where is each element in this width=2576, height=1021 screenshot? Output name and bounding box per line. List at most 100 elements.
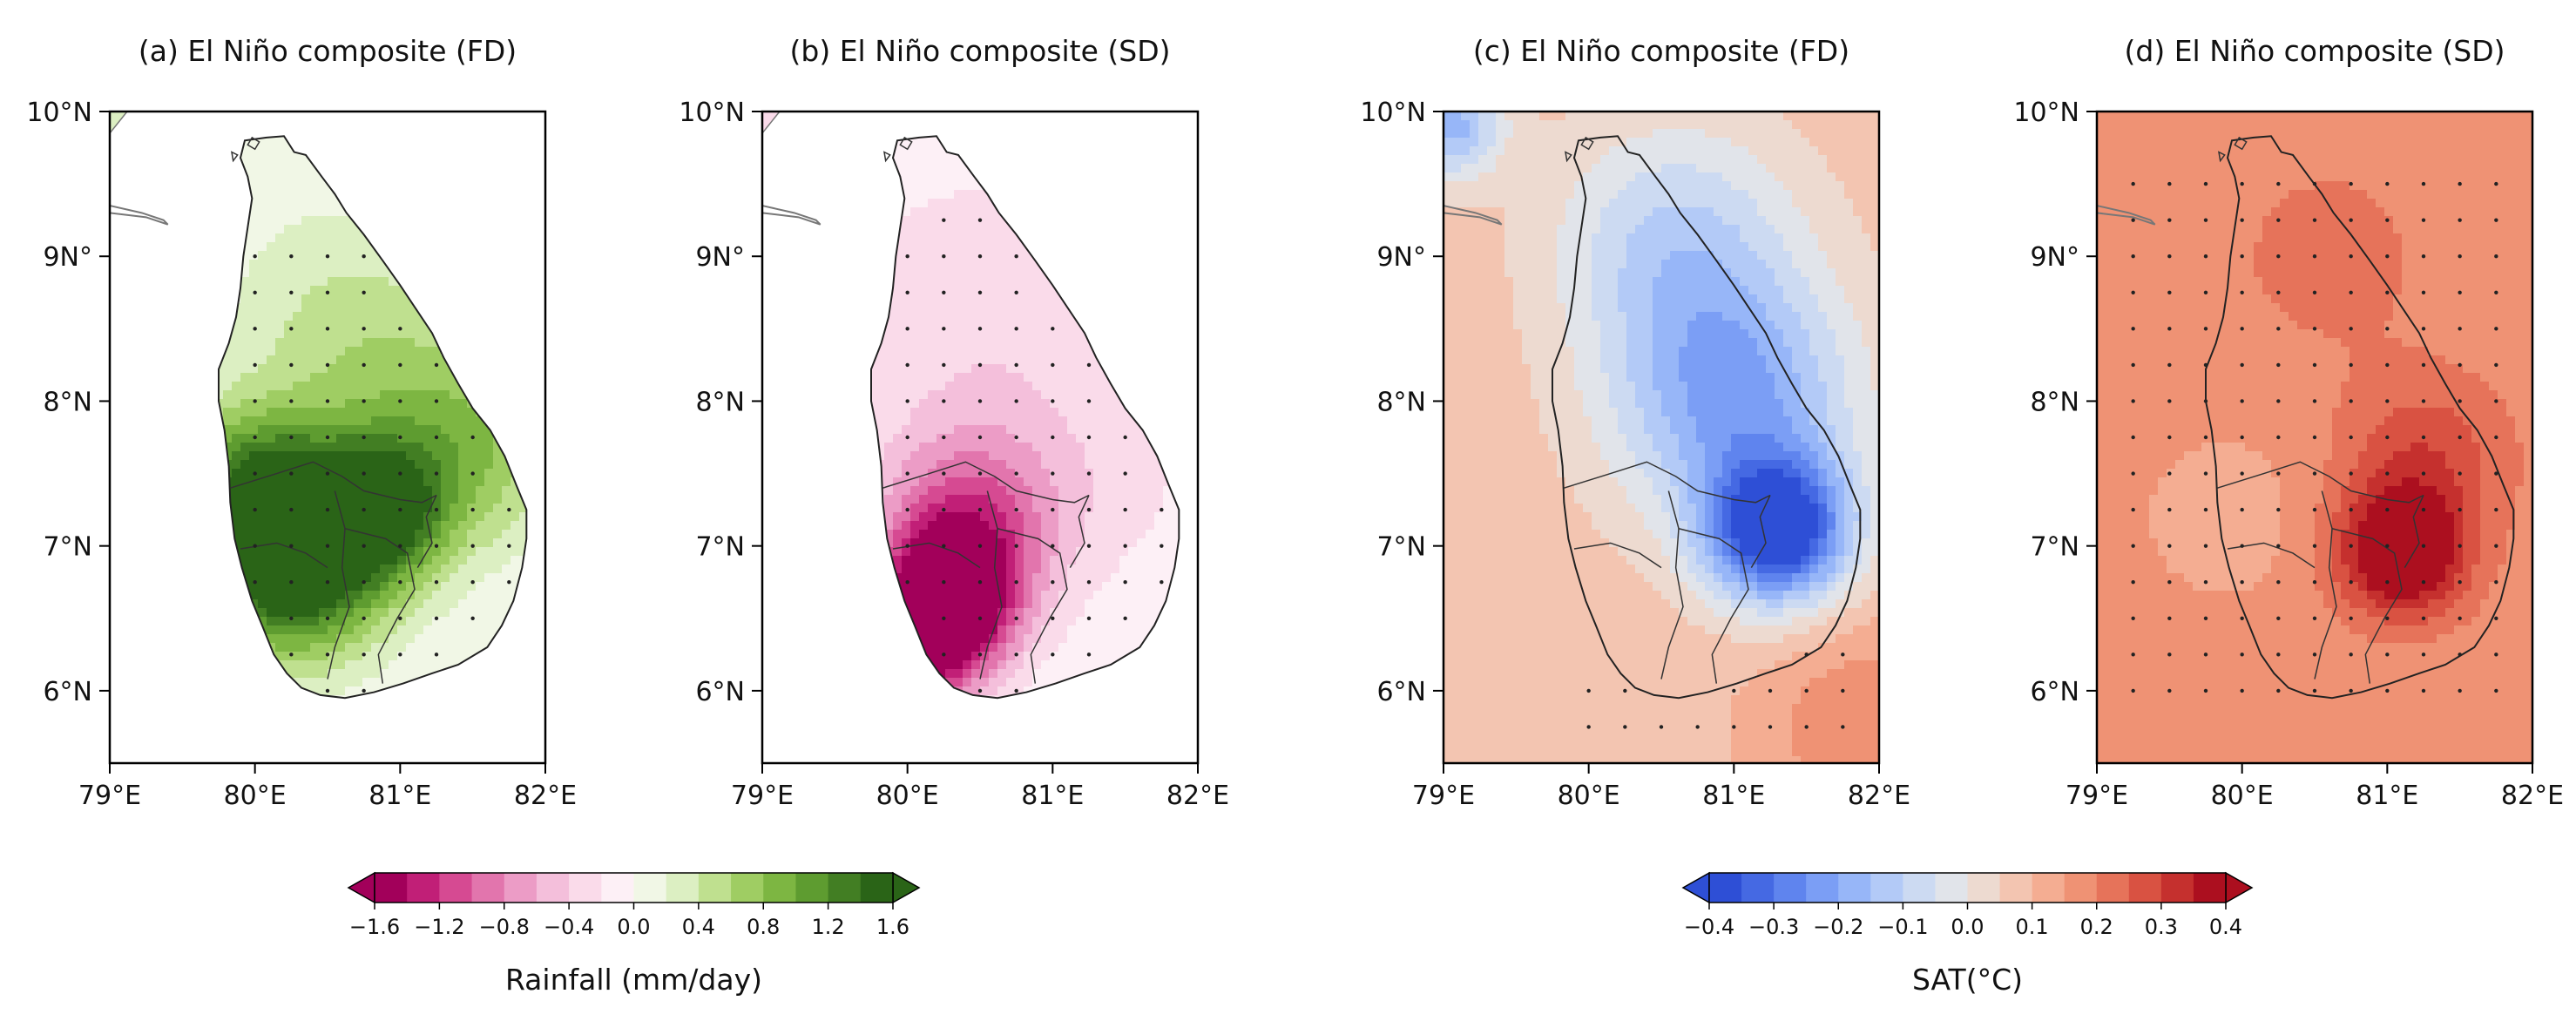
field-cell — [406, 225, 416, 234]
field-cell — [162, 434, 172, 443]
field-cell — [493, 443, 503, 452]
field-cell — [171, 495, 180, 504]
field-cell — [1041, 233, 1051, 243]
field-cell — [1111, 225, 1120, 234]
field-cell — [971, 251, 981, 260]
field-cell — [1111, 277, 1120, 287]
field-cell — [293, 347, 302, 356]
field-cell — [136, 347, 145, 356]
field-cell — [179, 565, 189, 574]
field-cell — [171, 225, 180, 234]
field-cell — [284, 112, 294, 121]
field-cell — [275, 747, 285, 757]
field-cell — [510, 382, 520, 391]
field-cell — [493, 355, 503, 365]
field-cell — [1111, 260, 1120, 269]
field-cell — [849, 260, 859, 269]
field-cell — [328, 190, 337, 199]
field-cell — [153, 704, 163, 713]
field-cell — [519, 216, 527, 226]
field-cell — [179, 347, 189, 356]
field-cell — [371, 277, 381, 287]
field-cell — [519, 321, 527, 330]
field-cell — [362, 294, 372, 304]
field-cell — [458, 582, 468, 592]
field-cell — [423, 364, 433, 374]
field-cell — [380, 486, 389, 496]
field-cell — [354, 172, 363, 182]
field-cell — [153, 608, 163, 618]
field-cell — [936, 225, 946, 234]
field-cell — [162, 242, 172, 252]
field-cell — [145, 721, 154, 731]
field-cell — [788, 286, 798, 295]
field-cell — [493, 190, 503, 199]
field-cell — [258, 486, 267, 496]
field-cell — [432, 112, 442, 121]
field-cell — [841, 277, 850, 287]
field-cell — [328, 521, 337, 531]
field-cell — [127, 713, 137, 722]
field-cell — [771, 294, 781, 304]
field-cell — [389, 530, 398, 539]
field-cell — [284, 686, 294, 696]
field-cell — [380, 408, 389, 417]
field-cell — [249, 207, 259, 217]
field-cell — [415, 634, 424, 644]
field-cell — [258, 443, 267, 452]
field-cell — [1154, 251, 1164, 260]
field-cell — [467, 556, 477, 565]
field-cell — [258, 172, 267, 182]
field-cell — [458, 747, 468, 757]
field-cell — [458, 355, 468, 365]
field-cell — [1128, 138, 1138, 147]
field-cell — [380, 164, 389, 173]
field-cell — [371, 251, 381, 260]
field-cell — [467, 251, 477, 260]
field-cell — [1119, 164, 1129, 173]
stipple-dot — [434, 616, 439, 620]
field-cell — [815, 251, 824, 260]
field-cell — [467, 233, 477, 243]
field-cell — [510, 190, 520, 199]
field-cell — [484, 547, 494, 557]
field-cell — [371, 225, 381, 234]
field-cell — [380, 634, 389, 644]
field-cell — [249, 408, 259, 417]
field-cell — [110, 504, 119, 513]
field-cell — [179, 530, 189, 539]
field-cell — [188, 686, 198, 696]
field-cell — [902, 138, 911, 147]
field-cell — [458, 599, 468, 609]
field-cell — [397, 382, 407, 391]
field-cell — [389, 547, 398, 557]
field-cell — [127, 477, 137, 487]
field-cell — [197, 338, 206, 348]
field-cell — [389, 565, 398, 574]
field-cell — [197, 747, 206, 757]
field-cell — [301, 486, 311, 496]
field-cell — [815, 286, 824, 295]
field-cell — [1163, 146, 1173, 156]
field-cell — [493, 686, 503, 696]
field-cell — [415, 260, 424, 269]
field-cell — [118, 181, 128, 191]
field-cell — [258, 286, 267, 295]
field-cell — [971, 138, 981, 147]
field-cell — [362, 747, 372, 757]
field-cell — [328, 747, 337, 757]
field-cell — [415, 660, 424, 670]
field-cell — [1015, 216, 1024, 226]
field-cell — [153, 669, 163, 679]
field-cell — [519, 260, 527, 269]
field-cell — [232, 669, 241, 679]
field-cell — [1093, 112, 1103, 121]
field-cell — [301, 416, 311, 426]
field-cell — [188, 660, 198, 670]
field-cell — [240, 338, 250, 348]
field-cell — [232, 242, 241, 252]
stipple-dot — [325, 327, 330, 331]
field-cell — [110, 294, 119, 304]
field-cell — [380, 704, 389, 713]
field-cell — [310, 695, 320, 699]
